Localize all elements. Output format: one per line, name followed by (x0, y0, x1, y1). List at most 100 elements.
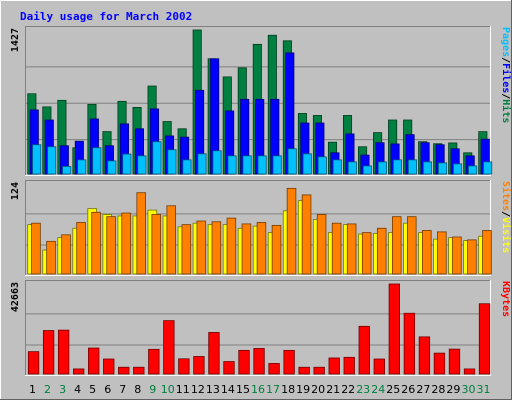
bar-kbytes-day-28 (433, 352, 446, 375)
bar-sites-day-27 (422, 230, 432, 275)
bar-sites-day-12 (196, 220, 207, 275)
panel-visits-sites-legend-item: Visits (500, 217, 512, 253)
bar-pages-day-23 (362, 165, 372, 175)
day-label: 23 (356, 383, 370, 396)
bar-pages-day-4 (77, 159, 87, 175)
bar-pages-day-8 (137, 155, 147, 175)
bar-sites-day-9 (151, 214, 161, 275)
bar-pages-day-1 (32, 144, 42, 175)
bar-pages-day-3 (62, 166, 72, 175)
bar-sites-day-29 (452, 236, 462, 275)
bar-pages-day-29 (453, 163, 463, 175)
bar-kbytes-day-9 (148, 348, 160, 375)
bar-pages-day-17 (272, 155, 282, 175)
day-label: 19 (296, 383, 310, 396)
bar-kbytes-day-7 (118, 366, 130, 375)
bar-pages-day-31 (483, 161, 493, 175)
bar-sites-day-5 (91, 211, 101, 275)
bar-sites-day-13 (211, 221, 222, 275)
bar-kbytes-day-12 (193, 356, 205, 375)
bar-kbytes-day-5 (88, 347, 100, 375)
bar-sites-day-2 (46, 240, 56, 275)
bar-kbytes-day-2 (42, 330, 55, 375)
day-label: 5 (89, 383, 96, 396)
bar-kbytes-day-26 (403, 312, 416, 375)
bar-sites-day-31 (482, 230, 492, 275)
bar-kbytes-day-27 (418, 336, 431, 375)
panel-visits-sites-legend-item: Sites (500, 181, 512, 211)
bar-kbytes-day-1 (27, 351, 40, 375)
bar-sites-day-20 (316, 214, 327, 275)
bar-pages-day-27 (422, 161, 433, 175)
day-label: 17 (266, 383, 280, 396)
day-label: 1 (29, 383, 36, 396)
bar-pages-day-15 (242, 155, 252, 175)
bar-pages-day-18 (287, 148, 297, 175)
chart-title: Daily usage for March 2002 (20, 10, 192, 23)
bar-kbytes-day-13 (208, 332, 220, 375)
bar-sites-day-14 (226, 217, 237, 275)
day-label: 16 (251, 383, 265, 396)
bar-pages-day-12 (197, 153, 207, 175)
bar-pages-day-20 (317, 156, 327, 175)
bar-sites-day-3 (61, 234, 71, 275)
bar-sites-day-8 (136, 192, 146, 275)
bar-kbytes-day-19 (298, 366, 310, 375)
day-label: 11 (176, 383, 190, 396)
bar-sites-day-26 (407, 216, 417, 275)
bar-kbytes-day-22 (343, 356, 355, 375)
day-label: 13 (206, 383, 220, 396)
bar-kbytes-day-15 (238, 349, 250, 375)
bar-kbytes-day-23 (358, 325, 370, 375)
day-label: 27 (416, 383, 430, 396)
bar-sites-day-18 (286, 187, 297, 275)
panel-kbytes-max-label: 42663 (10, 282, 21, 312)
day-label: 15 (236, 383, 250, 396)
bar-pages-day-7 (122, 153, 132, 175)
bar-sites-day-28 (437, 231, 447, 275)
panel-visits-sites: 124 Sites/Visits (10, 180, 512, 276)
day-label: 31 (477, 383, 491, 396)
panel-hits-files-pages: 1427 Pages/Files/Hits (10, 26, 512, 176)
bar-pages-day-26 (407, 159, 417, 175)
bar-kbytes-day-30 (463, 368, 476, 375)
panel-kbytes: 42663 KBytes (10, 280, 511, 376)
panel-hits-files-pages-legend-item: Files (500, 63, 512, 93)
bar-pages-day-19 (302, 153, 312, 175)
day-label: 14 (221, 383, 235, 396)
bar-sites-day-30 (467, 239, 477, 275)
day-label: 8 (134, 383, 141, 396)
day-label: 3 (59, 383, 66, 396)
day-label: 28 (431, 383, 445, 396)
bar-sites-day-4 (76, 222, 86, 275)
bar-pages-day-5 (92, 147, 102, 175)
bar-sites-day-15 (241, 223, 252, 275)
bar-kbytes-day-24 (373, 358, 385, 375)
day-label-row: 1 2 3 4 5 6 7 8 9 10 11 12 13 14 15 16 17 18 19 20 21 22 23 24 2… (29, 383, 491, 396)
bar-pages-day-21 (332, 159, 342, 175)
bar-sites-day-16 (256, 222, 267, 275)
bar-kbytes-day-21 (328, 357, 340, 375)
panel-hits-files-pages-legend-item: Hits (500, 99, 512, 123)
day-label: 26 (401, 383, 415, 396)
bar-pages-day-6 (107, 160, 117, 175)
bar-pages-day-14 (227, 155, 237, 175)
panel-kbytes-legend: KBytes (500, 281, 511, 317)
bar-sites-day-11 (181, 224, 192, 275)
day-label: 10 (161, 383, 175, 396)
bar-pages-day-25 (392, 159, 402, 175)
bar-kbytes-day-8 (133, 366, 145, 375)
bar-kbytes-day-10 (163, 320, 175, 375)
day-label: 21 (326, 383, 340, 396)
day-label: 22 (341, 383, 355, 396)
bar-sites-day-19 (301, 194, 312, 275)
bar-kbytes-day-18 (283, 349, 295, 375)
bar-kbytes-day-11 (178, 358, 190, 375)
bar-sites-day-7 (121, 212, 131, 275)
bar-kbytes-day-31 (478, 303, 491, 375)
bar-pages-day-11 (182, 159, 192, 175)
bar-sites-day-1 (31, 222, 41, 275)
